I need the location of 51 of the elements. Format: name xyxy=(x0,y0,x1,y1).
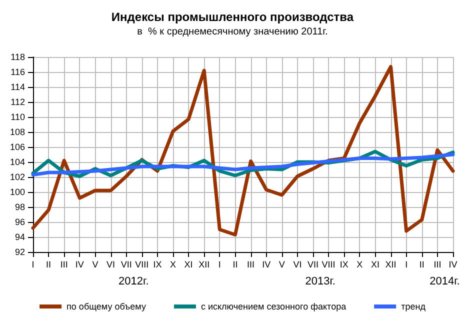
x-tick-label: IV xyxy=(448,260,458,270)
x-tick-label: I xyxy=(218,260,221,270)
x-tick-label: I xyxy=(32,260,34,270)
x-tick-label: VIII xyxy=(322,260,336,270)
x-tick-label: III xyxy=(247,260,255,270)
x-tick-label: X xyxy=(170,260,176,270)
y-tick-label: 112 xyxy=(10,97,25,107)
x-tick-label: X xyxy=(356,260,363,270)
x-tick-label: VII xyxy=(120,260,132,270)
x-tick-label: III xyxy=(434,260,442,270)
chart-subtitle: в % к среднемесячному значению 2011г. xyxy=(137,26,328,38)
y-tick-label: 110 xyxy=(10,112,25,122)
y-tick-label: 100 xyxy=(10,187,25,197)
y-tick-label: 96 xyxy=(14,217,25,227)
x-tick-label: XI xyxy=(184,260,193,270)
y-tick-label: 116 xyxy=(10,67,25,77)
x-tick-label: IX xyxy=(340,260,348,270)
x-tick-label: II xyxy=(232,260,238,270)
legend-label: тренд xyxy=(401,302,426,312)
x-tick-label: IX xyxy=(153,260,162,270)
x-tick-label: IV xyxy=(75,260,84,270)
x-tick-label: XII xyxy=(198,260,210,270)
y-tick-label: 106 xyxy=(10,142,25,152)
x-tick-label: III xyxy=(60,260,68,270)
x-tick-label: V xyxy=(92,260,98,270)
y-tick-label: 98 xyxy=(14,202,25,212)
chart-title: Индексы промышленного производства xyxy=(111,10,354,24)
x-tick-label: II xyxy=(419,260,424,270)
y-tick-label: 92 xyxy=(14,247,25,257)
y-tick-label: 118 xyxy=(10,52,25,62)
x-tick-label: VIII xyxy=(135,260,149,270)
y-tick-label: 108 xyxy=(10,127,25,137)
x-tick-label: IV xyxy=(262,260,271,270)
x-tick-label: I xyxy=(405,260,408,270)
line-series xyxy=(31,65,455,236)
x-tick-label: V xyxy=(278,260,285,270)
legend-label: с исключением сезонного фактора xyxy=(200,302,346,312)
x-tick-label: XI xyxy=(370,260,380,270)
y-tick-label: 104 xyxy=(10,157,25,167)
legend-label: по общему объему xyxy=(66,302,146,312)
y-tick-label: 94 xyxy=(14,232,25,242)
y-tick-label: 102 xyxy=(10,172,25,182)
x-tick-label: XII xyxy=(385,260,396,270)
text: 2013г. xyxy=(305,276,336,288)
x-tick-label: II xyxy=(46,260,52,270)
text: 2012г. xyxy=(118,276,149,288)
text: 2014г. xyxy=(430,276,460,288)
y-tick-label: 114 xyxy=(10,82,25,92)
x-tick-label: VII xyxy=(307,260,319,270)
x-tick-label: VI xyxy=(106,260,116,270)
x-tick-label: VI xyxy=(293,260,302,270)
